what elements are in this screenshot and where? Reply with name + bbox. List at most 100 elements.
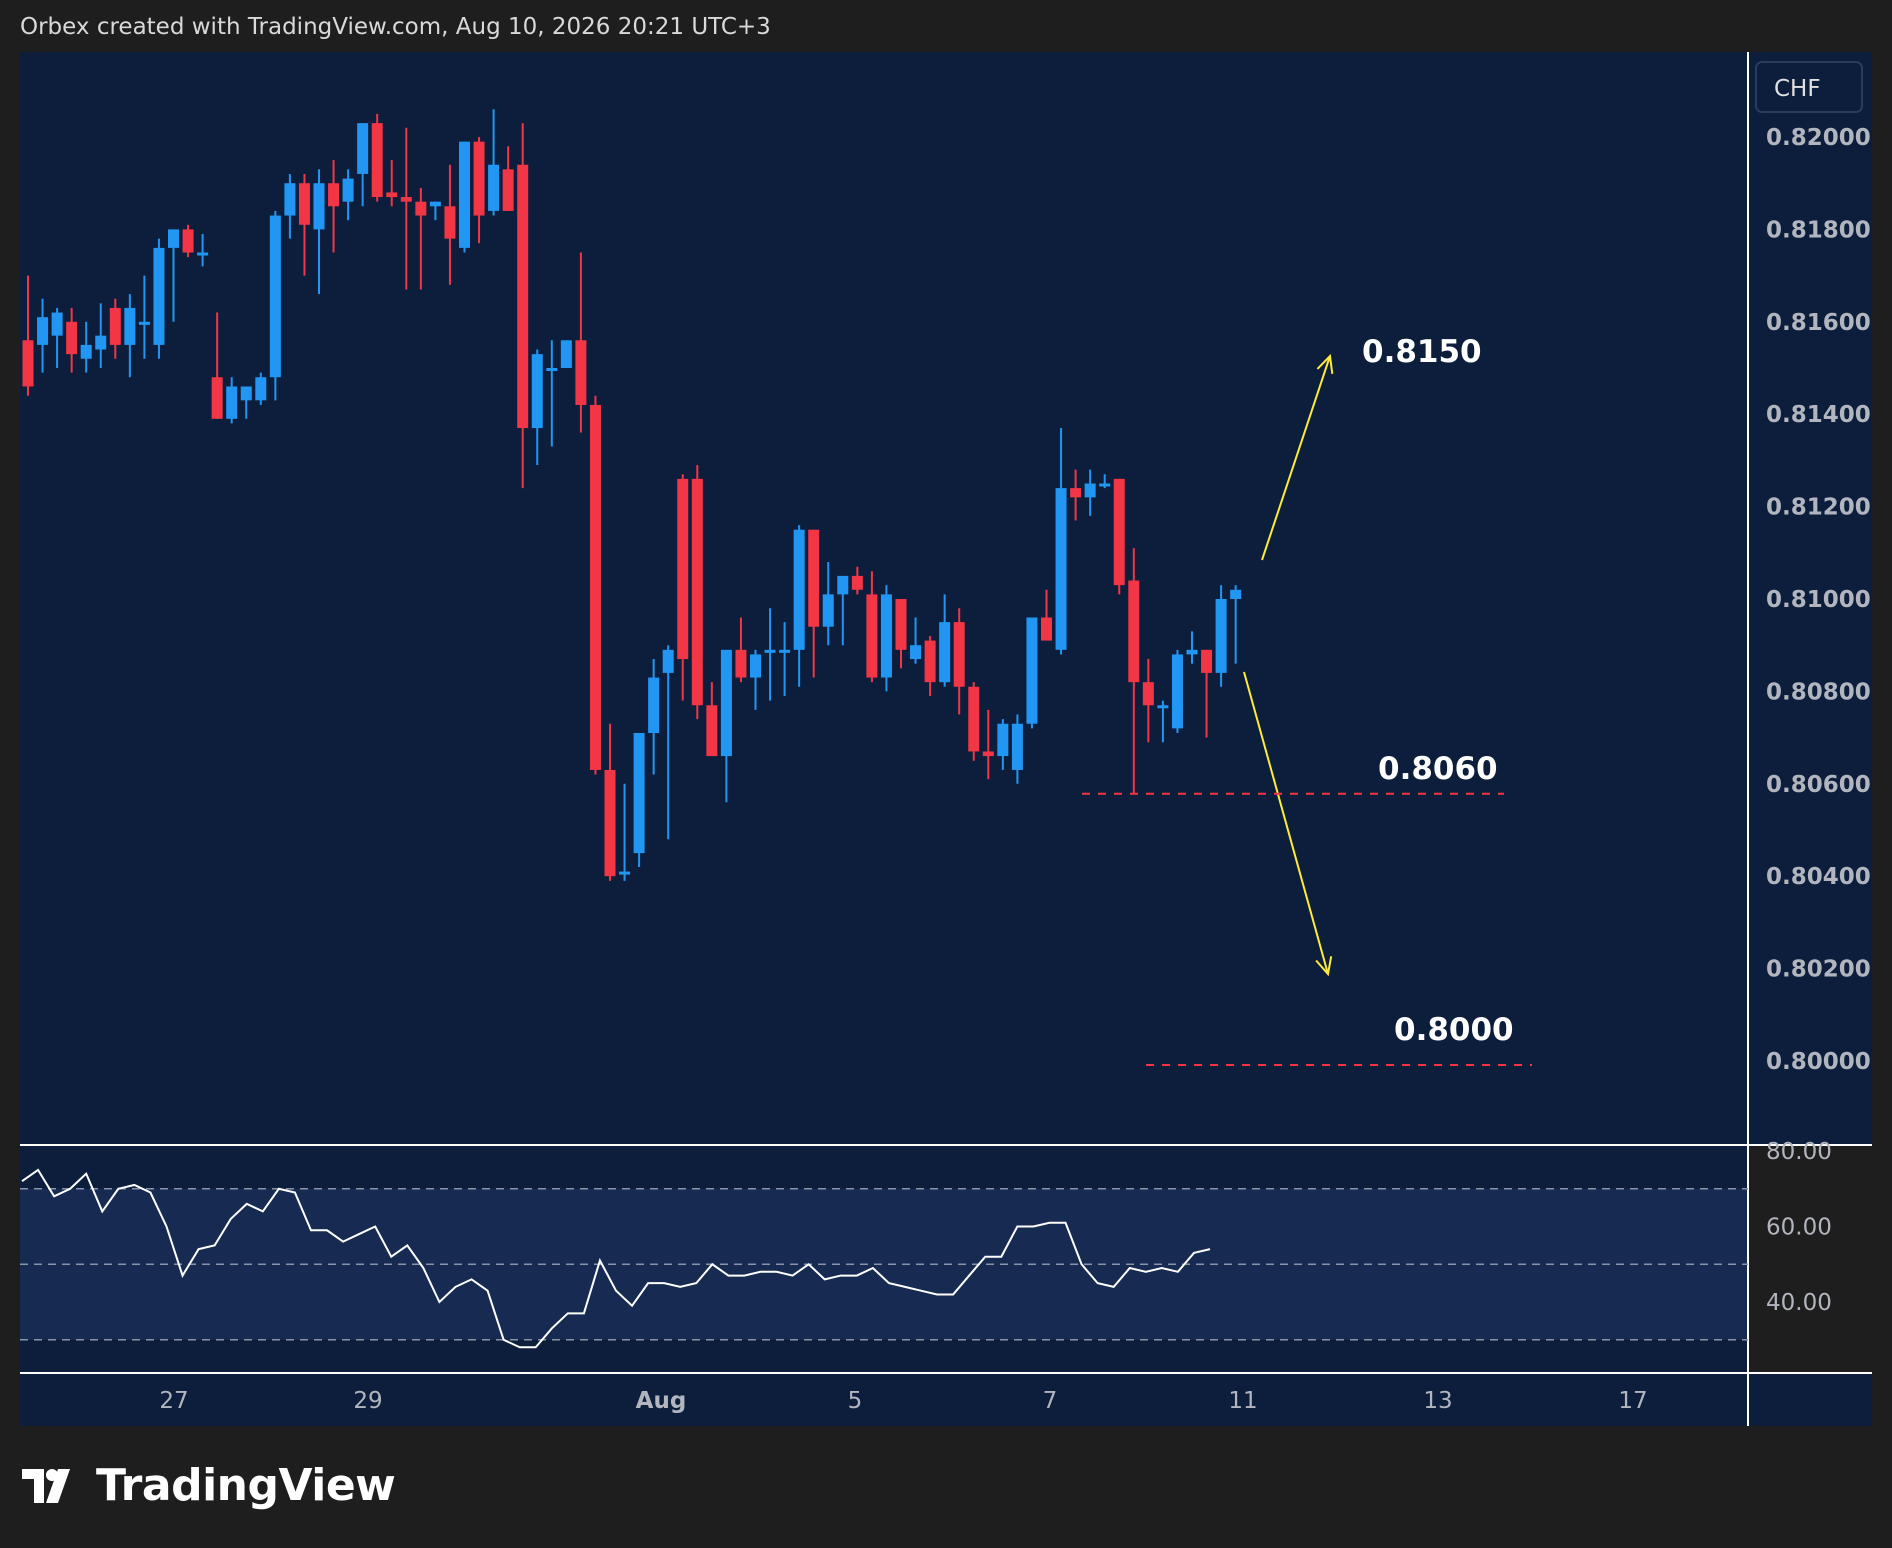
candle-body-up[interactable] xyxy=(284,183,296,216)
up-target-arrow-head xyxy=(1316,353,1334,374)
candle-body-down[interactable] xyxy=(415,201,427,216)
candle-body-up[interactable] xyxy=(662,649,674,673)
candle-body-up[interactable] xyxy=(313,183,325,230)
candle-body-down[interactable] xyxy=(473,141,485,216)
candle-body-down[interactable] xyxy=(444,206,456,239)
candle-body-up[interactable] xyxy=(560,340,572,368)
candle-body-up[interactable] xyxy=(619,871,631,875)
oscillator-line[interactable] xyxy=(21,1168,1211,1349)
candle-body-down[interactable] xyxy=(604,769,616,877)
candle-body-down[interactable] xyxy=(502,169,514,211)
candle-body-down[interactable] xyxy=(851,575,863,590)
down-target-arrow[interactable] xyxy=(1243,671,1333,977)
candle-body-up[interactable] xyxy=(124,307,136,345)
candle-body-up[interactable] xyxy=(531,354,543,429)
candle-body-up[interactable] xyxy=(1230,589,1242,599)
candle-body-down[interactable] xyxy=(517,164,529,429)
candle-body-up[interactable] xyxy=(939,622,951,683)
candle-body-down[interactable] xyxy=(1113,478,1125,586)
candle-body-up[interactable] xyxy=(226,386,238,419)
candle-body-down[interactable] xyxy=(735,649,747,678)
time-axis-tick-label: 27 xyxy=(159,1388,188,1414)
candle-body-down[interactable] xyxy=(953,622,965,687)
time-axis-tick-label: 29 xyxy=(353,1388,382,1414)
candle-body-up[interactable] xyxy=(488,164,500,211)
candle-body-down[interactable] xyxy=(328,183,340,207)
candle-body-down[interactable] xyxy=(1201,649,1213,673)
candle-body-up[interactable] xyxy=(837,575,849,595)
candle-body-up[interactable] xyxy=(910,645,922,660)
candle-body-down[interactable] xyxy=(1142,682,1154,706)
tradingview-brand[interactable]: TradingView xyxy=(22,1460,396,1511)
candle-body-up[interactable] xyxy=(197,252,209,256)
candle-body-up[interactable] xyxy=(880,594,892,678)
candle-body-up[interactable] xyxy=(1099,483,1111,487)
candle-body-up[interactable] xyxy=(37,317,49,345)
price-axis-tick-label: 0.80600 xyxy=(1766,772,1871,798)
candle-body-up[interactable] xyxy=(269,215,281,378)
candle-body-down[interactable] xyxy=(298,183,310,225)
candle-body-up[interactable] xyxy=(51,312,63,336)
time-axis-tick-label: 13 xyxy=(1423,1388,1452,1414)
time-axis-tick-label: 17 xyxy=(1618,1388,1647,1414)
candle-body-up[interactable] xyxy=(546,368,558,371)
candle-body-up[interactable] xyxy=(793,529,805,650)
up-target-arrow[interactable] xyxy=(1261,353,1334,561)
candle-body-down[interactable] xyxy=(808,529,820,627)
candle-body-up[interactable] xyxy=(80,344,92,359)
candle-body-down[interactable] xyxy=(706,705,718,757)
candle-body-up[interactable] xyxy=(1157,705,1169,709)
candle-body-down[interactable] xyxy=(691,478,703,706)
candle-body-up[interactable] xyxy=(459,141,470,248)
candle-body-up[interactable] xyxy=(750,654,761,678)
candle-body-down[interactable] xyxy=(371,123,383,198)
candle-body-up[interactable] xyxy=(633,732,645,854)
candle-body-down[interactable] xyxy=(866,594,878,678)
candle-body-down[interactable] xyxy=(589,404,601,770)
candle-body-up[interactable] xyxy=(153,247,165,345)
candle-body-down[interactable] xyxy=(182,229,194,253)
candle-body-up[interactable] xyxy=(357,123,369,174)
candle-body-up[interactable] xyxy=(1011,723,1023,770)
candle-body-up[interactable] xyxy=(720,649,732,757)
candle-body-up[interactable] xyxy=(779,649,791,653)
candle-body-up[interactable] xyxy=(138,321,150,325)
time-axis-tick-label: 7 xyxy=(1043,1388,1058,1414)
candle-body-up[interactable] xyxy=(342,178,354,202)
candle-body-down[interactable] xyxy=(109,307,121,345)
candle-body-down[interactable] xyxy=(386,192,398,198)
currency-badge[interactable] xyxy=(1755,61,1863,113)
candle-body-down[interactable] xyxy=(677,478,689,660)
candle-body-up[interactable] xyxy=(95,335,107,350)
candle-body-up[interactable] xyxy=(240,386,252,401)
candle-body-up[interactable] xyxy=(1171,654,1183,729)
candle-body-down[interactable] xyxy=(895,599,907,650)
candle-body-up[interactable] xyxy=(429,201,441,207)
tradingview-logo-icon xyxy=(22,1468,70,1503)
candle-body-down[interactable] xyxy=(22,340,34,387)
candle-body-up[interactable] xyxy=(168,229,179,248)
candle-body-up[interactable] xyxy=(1055,488,1067,650)
candle-body-up[interactable] xyxy=(255,377,267,401)
candle-body-down[interactable] xyxy=(575,340,587,405)
candle-body-down[interactable] xyxy=(400,197,412,202)
candle-body-up[interactable] xyxy=(997,723,1009,757)
tradingview-wordmark: TradingView xyxy=(96,1460,396,1511)
price-axis-tick-label: 0.80400 xyxy=(1766,864,1871,890)
candle-body-up[interactable] xyxy=(1026,617,1038,724)
candle-body-down[interactable] xyxy=(982,751,994,757)
candle-body-down[interactable] xyxy=(1128,580,1140,683)
candle-body-down[interactable] xyxy=(968,686,980,752)
candle-body-up[interactable] xyxy=(822,594,834,627)
candle-body-down[interactable] xyxy=(1041,617,1052,641)
candle-body-down[interactable] xyxy=(66,321,78,355)
candle-body-down[interactable] xyxy=(1070,488,1082,498)
candle-body-up[interactable] xyxy=(648,677,660,733)
candle-body-up[interactable] xyxy=(1215,599,1227,673)
candle-body-up[interactable] xyxy=(1186,649,1198,655)
candle-body-up[interactable] xyxy=(1084,483,1096,498)
candle-body-down[interactable] xyxy=(924,640,936,683)
candle-body-down[interactable] xyxy=(211,377,223,419)
candle-body-up[interactable] xyxy=(764,649,776,653)
